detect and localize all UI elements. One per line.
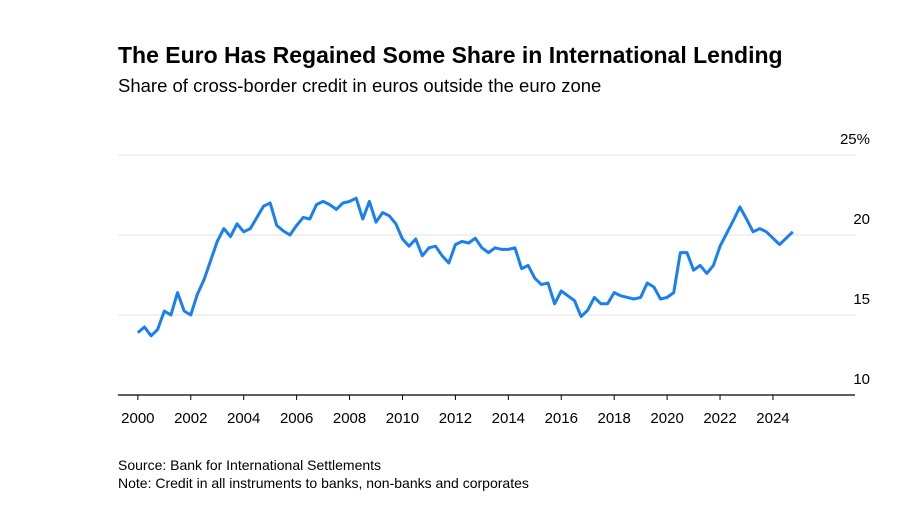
x-tick-label: 2004 xyxy=(227,410,260,427)
y-tick-label: 20 xyxy=(853,211,870,228)
x-tick-label: 2018 xyxy=(597,410,630,427)
note: Note: Credit in all instruments to banks… xyxy=(118,475,529,491)
x-tick-label: 2002 xyxy=(174,410,207,427)
x-tick-label: 2016 xyxy=(545,410,578,427)
x-tick-label: 2000 xyxy=(121,410,154,427)
source: Source: Bank for International Settlemen… xyxy=(118,457,381,473)
y-tick-label: 10 xyxy=(853,371,870,388)
x-tick-label: 2010 xyxy=(386,410,419,427)
chart-subtitle: Share of cross-border credit in euros ou… xyxy=(118,75,601,96)
chart-title: The Euro Has Regained Some Share in Inte… xyxy=(118,42,783,68)
x-tick-label: 2012 xyxy=(439,410,472,427)
x-tick-label: 2020 xyxy=(650,410,683,427)
y-tick-label: 25% xyxy=(840,131,870,148)
y-tick-label: 15 xyxy=(853,291,870,308)
x-tick-label: 2008 xyxy=(333,410,366,427)
x-tick-label: 2006 xyxy=(280,410,313,427)
x-tick-label: 2024 xyxy=(756,410,789,427)
x-tick-label: 2014 xyxy=(492,410,525,427)
line-series xyxy=(136,196,794,338)
x-tick-label: 2022 xyxy=(703,410,736,427)
